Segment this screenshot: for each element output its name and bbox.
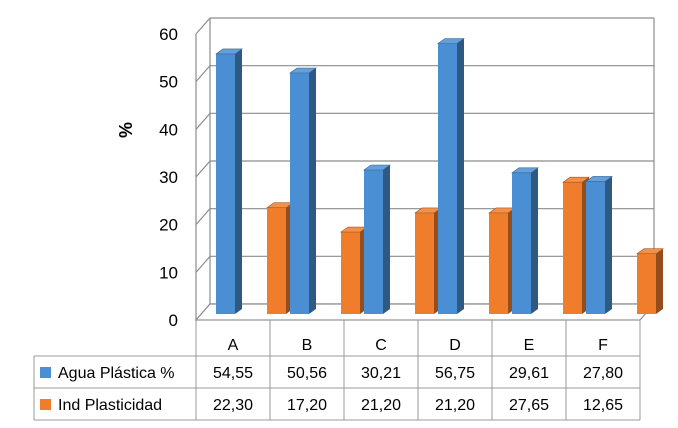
bar-front xyxy=(364,169,383,314)
bar-front xyxy=(216,53,235,314)
bar-top xyxy=(437,38,465,44)
bar-front xyxy=(637,253,656,314)
bar-C-agua-plastica xyxy=(363,164,391,314)
data-label: 21,20 xyxy=(435,397,475,414)
bar-C-ind-plasticidad xyxy=(414,207,442,314)
bar-top xyxy=(636,248,664,255)
data-label: 12,65 xyxy=(583,397,623,414)
x-tick-label: A xyxy=(228,337,239,354)
bar-front xyxy=(290,72,309,314)
legend-swatch xyxy=(40,367,51,378)
bar-A-ind-plasticidad xyxy=(266,202,294,314)
y-tick-label: 20 xyxy=(159,216,178,235)
bar-A-agua-plastica xyxy=(215,48,243,314)
bar-top xyxy=(215,48,243,55)
bar-front xyxy=(267,207,286,314)
bar-D-ind-plasticidad xyxy=(488,207,516,314)
x-tick-label: E xyxy=(524,337,535,354)
x-tick-label: C xyxy=(375,337,387,354)
y-tick-label: 10 xyxy=(159,263,178,282)
side-gridline-60 xyxy=(195,17,211,35)
bar-E-ind-plasticidad xyxy=(562,176,590,314)
y-tick-label: 40 xyxy=(159,120,178,139)
bar-side xyxy=(457,38,464,314)
bar-front xyxy=(563,182,582,314)
data-label: 29,61 xyxy=(509,365,549,382)
data-label: 27,65 xyxy=(509,397,549,414)
data-label: 54,55 xyxy=(213,365,253,382)
bar-front xyxy=(489,212,508,314)
side-gridline-40 xyxy=(195,112,211,130)
bar-top xyxy=(363,164,391,171)
data-label: 22,30 xyxy=(213,397,253,414)
bar-B-ind-plasticidad xyxy=(340,226,368,314)
bar-B-agua-plastica xyxy=(289,67,317,314)
y-tick-label: 30 xyxy=(159,168,178,187)
bar-front xyxy=(341,232,360,314)
data-label: 27,80 xyxy=(583,365,623,382)
bar-side xyxy=(309,67,316,314)
y-tick-label: 50 xyxy=(159,73,178,92)
side-gridline-10 xyxy=(195,255,211,273)
side-gridline-50 xyxy=(195,65,211,83)
bar-E-agua-plastica xyxy=(511,167,539,314)
bar-top xyxy=(585,176,613,182)
side-gridline-20 xyxy=(195,208,211,226)
bar-top xyxy=(289,67,317,74)
bar-side xyxy=(531,167,538,314)
bar-side xyxy=(235,48,242,314)
bars xyxy=(215,38,664,314)
y-tick-label: 0 xyxy=(169,311,178,330)
x-tick-label: F xyxy=(598,337,608,354)
bar-side xyxy=(656,248,663,314)
legend-label: Agua Plástica % xyxy=(58,365,175,382)
bar-front xyxy=(438,43,457,314)
data-label: 56,75 xyxy=(435,365,475,382)
x-tick-label: D xyxy=(449,337,461,354)
bar-top xyxy=(511,167,539,174)
bar-D-agua-plastica xyxy=(437,38,465,314)
bar-top xyxy=(562,176,590,183)
data-label: 50,56 xyxy=(287,365,327,382)
x-tick-label: B xyxy=(302,337,313,354)
bar-front xyxy=(586,181,605,314)
bar-side xyxy=(383,164,390,314)
bar-F-ind-plasticidad xyxy=(636,248,664,314)
data-label: 30,21 xyxy=(361,365,401,382)
data-label: 21,20 xyxy=(361,397,401,414)
bar-front xyxy=(415,212,434,314)
data-label: 17,20 xyxy=(287,397,327,414)
bar-side xyxy=(605,176,612,314)
legend-label: Ind Plasticidad xyxy=(58,397,162,414)
bar-F-agua-plastica xyxy=(585,176,613,314)
bar-front xyxy=(512,172,531,314)
side-gridline-30 xyxy=(195,160,211,178)
y-axis-label: % xyxy=(116,122,136,138)
y-axis-ticks: 0 10 20 30 40 50 60 xyxy=(159,25,178,330)
legend-swatch xyxy=(40,399,51,410)
data-table: A B C D E F Agua Plástica % 54,55 50,56 30,21 56,7… xyxy=(33,319,641,421)
y-tick-label: 60 xyxy=(159,25,178,44)
